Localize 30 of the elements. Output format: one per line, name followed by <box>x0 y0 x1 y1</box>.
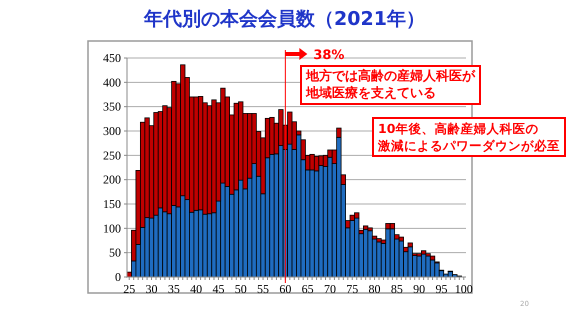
x-tick-label: 90 <box>413 282 426 296</box>
x-tick-label: 85 <box>390 282 403 296</box>
x-tick-label: 80 <box>368 282 381 296</box>
y-tick-label: 50 <box>109 246 121 260</box>
annotation: 10年後、高齢産婦人科医の激減によるパワーダウンが必至 <box>378 120 560 154</box>
y-tick-label: 100 <box>103 221 121 236</box>
x-tick-label: 95 <box>435 282 448 296</box>
y-tick-label: 300 <box>103 124 121 138</box>
y-tick-label: 250 <box>103 148 121 162</box>
annotation: 38% <box>313 48 344 63</box>
y-tick-label: 400 <box>103 75 121 90</box>
x-tick-label: 30 <box>146 282 158 296</box>
y-tick-label: 450 <box>103 51 121 65</box>
y-tick-label: 200 <box>103 172 121 187</box>
chart-title: 年代別の本会会員数（2021年） <box>142 7 426 32</box>
x-tick-label: 35 <box>168 282 180 296</box>
y-tick-label: 0 <box>115 270 121 284</box>
x-tick-label: 50 <box>234 282 247 296</box>
x-tick-label: 75 <box>346 282 358 296</box>
x-tick-label: 25 <box>123 282 136 296</box>
x-tick-label: 45 <box>212 282 224 296</box>
annotation: 地方では高齢の産婦人科医が地域医療を支えている <box>306 68 475 102</box>
y-tick-label: 150 <box>103 197 121 211</box>
x-tick-label: 55 <box>257 282 270 296</box>
x-tick-label: 65 <box>302 282 314 296</box>
y-tick-label: 350 <box>103 100 121 114</box>
x-tick-label: 40 <box>190 282 202 296</box>
x-tick-label: 70 <box>324 282 336 296</box>
x-tick-label: 60 <box>279 282 292 296</box>
x-tick-label: 100 <box>454 282 473 296</box>
